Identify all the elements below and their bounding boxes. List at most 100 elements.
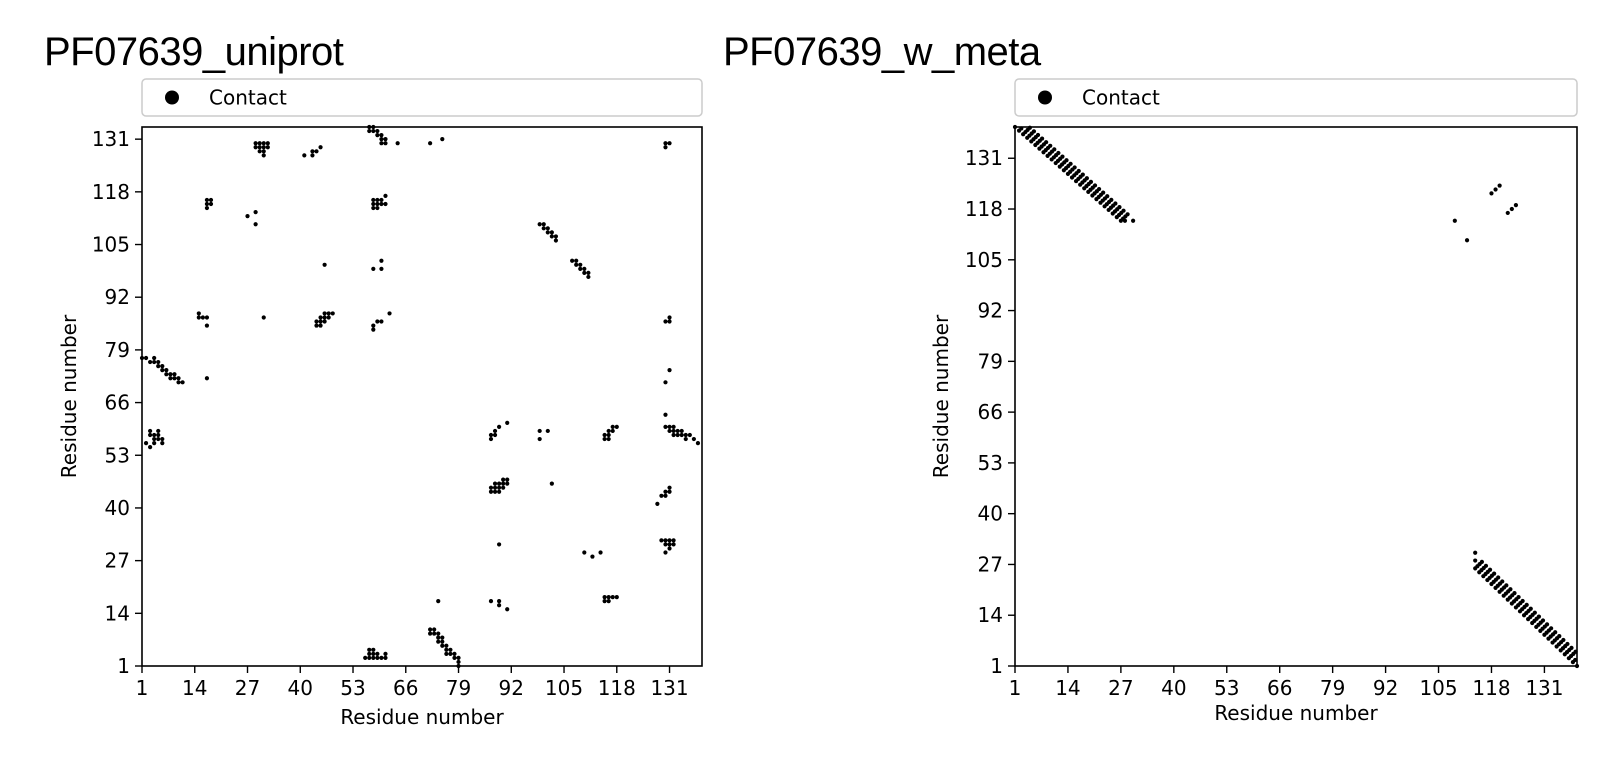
x-tick-label: 14 [182, 676, 207, 700]
contact-point [488, 432, 494, 438]
contact-point [671, 542, 676, 547]
contact-point [606, 428, 611, 434]
contact-point [265, 145, 270, 150]
contact-point [375, 205, 380, 211]
contact-point [314, 149, 319, 154]
contact-point [436, 631, 441, 636]
contact-point [379, 141, 384, 146]
contact-point [663, 493, 668, 498]
contact-point [204, 376, 210, 381]
contact-point [371, 323, 376, 328]
contact-point [440, 635, 445, 640]
contact-point [667, 141, 672, 146]
y-tick-label: 79 [978, 349, 1003, 373]
x-tick-label: 40 [288, 676, 313, 700]
contact-point [375, 319, 380, 324]
contact-point [1557, 634, 1562, 639]
contact-point [679, 428, 684, 434]
contact-point [444, 647, 449, 652]
contact-point [383, 137, 388, 142]
contact-point [176, 380, 181, 385]
contact-point [610, 428, 615, 434]
contact-point [553, 238, 559, 243]
contact-point [371, 327, 376, 332]
contact-point [537, 436, 542, 442]
contact-point [371, 201, 376, 207]
contact-point [1549, 626, 1554, 631]
contact-point [172, 372, 177, 377]
y-tick-label: 118 [92, 180, 130, 204]
contact-point [196, 315, 201, 320]
y-tick-label: 131 [92, 127, 130, 151]
contact-point [371, 128, 376, 134]
contact-point [152, 436, 157, 442]
contact-point [148, 445, 153, 450]
contact-point [1532, 610, 1537, 615]
contact-point [261, 149, 266, 154]
contact-point [1464, 238, 1470, 243]
legend-label: Contact [209, 86, 287, 110]
contact-point [367, 655, 372, 660]
contact-point [492, 481, 498, 486]
x-tick-label: 53 [340, 676, 365, 700]
contact-point [663, 424, 668, 429]
contact-point [1473, 558, 1478, 563]
contact-point [1492, 571, 1497, 576]
y-axis-label: Residue number [57, 314, 81, 478]
contact-point [1504, 583, 1509, 588]
contact-point [1121, 208, 1126, 213]
contact-point [505, 607, 510, 612]
y-tick-label: 66 [105, 391, 130, 415]
contact-point [440, 137, 445, 142]
contact-point [578, 266, 583, 271]
contact-point [667, 538, 672, 543]
contact-point [164, 372, 169, 377]
contact-point [148, 432, 153, 438]
contact-point [1044, 140, 1049, 145]
contact-point [383, 201, 388, 207]
contact-point [314, 319, 319, 324]
y-tick-label: 131 [965, 146, 1003, 170]
contact-point [152, 355, 157, 361]
contact-point [204, 323, 210, 328]
contact-point [371, 197, 376, 203]
contact-point [663, 550, 668, 555]
x-tick-label: 14 [1055, 676, 1080, 700]
contact-point [1096, 186, 1102, 192]
contact-point [261, 145, 266, 150]
contact-point [1072, 165, 1077, 170]
contact-point [598, 550, 603, 555]
contact-point [253, 222, 258, 227]
contact-point [204, 205, 210, 211]
contact-point [691, 436, 696, 442]
contact-point [610, 424, 615, 429]
x-tick-label: 92 [499, 676, 524, 700]
contact-point [497, 481, 502, 486]
contact-point [578, 262, 583, 267]
contact-point [148, 428, 153, 434]
contact-point [1509, 206, 1514, 212]
legend-frame [141, 78, 703, 117]
contact-point [176, 376, 181, 381]
contact-point [1496, 575, 1501, 580]
contact-point [261, 153, 266, 158]
contact-point [383, 193, 388, 198]
contact-point [1101, 190, 1106, 195]
contact-point [492, 485, 498, 490]
y-tick-label: 14 [978, 603, 1003, 627]
contact-point [492, 489, 498, 494]
contact-point [1064, 158, 1069, 163]
x-tick-label: 27 [235, 676, 260, 700]
y-axis-label: Residue number [929, 314, 953, 478]
contact-point [367, 651, 372, 656]
contact-point [1493, 187, 1498, 192]
contact-point [574, 262, 579, 267]
contact-point [1109, 197, 1114, 202]
contact-point [590, 554, 595, 559]
contact-point [379, 655, 384, 660]
contact-point [452, 651, 457, 656]
contact-point [196, 311, 201, 316]
contact-point [208, 197, 214, 203]
contact-point [261, 141, 266, 146]
contact-point [383, 141, 388, 146]
